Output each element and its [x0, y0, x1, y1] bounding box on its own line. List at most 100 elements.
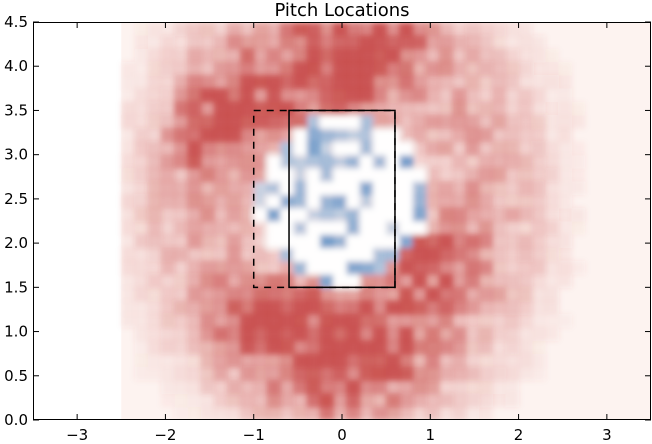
heatmap-cell	[478, 234, 493, 249]
heatmap-cell	[518, 154, 533, 169]
heatmap-cell	[319, 61, 334, 76]
heatmap-cell	[465, 300, 480, 315]
heatmap-cell	[571, 260, 586, 275]
heatmap-cell	[293, 128, 308, 142]
heatmap-cell	[505, 75, 520, 89]
heatmap-cell	[505, 141, 520, 156]
heatmap-cell	[465, 353, 480, 368]
heatmap-cell	[333, 167, 348, 182]
heatmap-cell	[293, 101, 308, 116]
heatmap-cell	[359, 181, 374, 196]
heatmap-cell	[465, 366, 480, 381]
heatmap-cell	[531, 128, 546, 142]
heatmap-cell	[213, 167, 228, 182]
heatmap-cell	[518, 75, 533, 89]
heatmap-cell	[333, 300, 348, 315]
heatmap-cell	[174, 380, 189, 395]
heatmap-cell	[280, 35, 295, 50]
heatmap-cell	[187, 141, 202, 156]
heatmap-cell	[359, 75, 374, 89]
heatmap-cell	[121, 207, 136, 222]
heatmap-cell	[346, 35, 361, 50]
heatmap-cell	[478, 340, 493, 355]
heatmap-cell	[293, 393, 308, 408]
heatmap-cell	[161, 101, 175, 116]
heatmap-cell	[319, 167, 334, 182]
heatmap-cell	[545, 247, 559, 262]
heatmap-cell	[372, 167, 387, 182]
heatmap-cell	[293, 181, 308, 196]
heatmap-cell	[399, 207, 414, 222]
heatmap-cell	[134, 274, 149, 288]
heatmap-cell	[227, 35, 242, 50]
y-tick-label: 3.0	[4, 146, 28, 164]
heatmap-cell	[147, 194, 162, 209]
x-axis: −3 −2 −1 0 1 2 3	[66, 22, 612, 444]
heatmap-cell	[492, 260, 506, 275]
heatmap-cell	[558, 260, 573, 275]
heatmap-cell	[293, 287, 308, 302]
heatmap-cell	[147, 114, 162, 129]
heatmap-cell	[412, 141, 427, 156]
heatmap-cell	[266, 300, 281, 315]
heatmap-cell	[492, 327, 506, 341]
heatmap-cell	[174, 88, 189, 103]
heatmap-cell	[187, 353, 202, 368]
heatmap-cell	[333, 22, 348, 36]
heatmap-cell	[306, 366, 321, 381]
heatmap-cell	[293, 167, 308, 182]
heatmap-cell	[465, 247, 480, 262]
heatmap-cell	[558, 181, 573, 196]
heatmap-cell	[505, 287, 520, 302]
heatmap-cell	[465, 141, 480, 156]
heatmap-cell	[372, 154, 387, 169]
heatmap-cell	[121, 75, 136, 89]
heatmap-cell	[346, 22, 361, 36]
heatmap-cell	[306, 300, 321, 315]
heatmap-cell	[518, 313, 533, 328]
heatmap-cell	[346, 287, 361, 302]
heatmap-cell	[386, 22, 400, 36]
heatmap-cell	[399, 114, 414, 129]
heatmap-cell	[492, 194, 506, 209]
heatmap-cell	[227, 313, 242, 328]
heatmap-cell	[121, 313, 136, 328]
heatmap-cell	[518, 300, 533, 315]
heatmap-cell	[266, 141, 281, 156]
heatmap-cell	[372, 393, 387, 408]
heatmap-cell	[319, 128, 334, 142]
heatmap-cell	[346, 313, 361, 328]
heatmap-cell	[200, 75, 215, 89]
heatmap-cell	[492, 181, 506, 196]
heatmap-cell	[518, 114, 533, 129]
heatmap-cell	[386, 61, 400, 76]
heatmap-cell	[558, 141, 573, 156]
heatmap-cell	[174, 114, 189, 129]
heatmap-cell	[280, 380, 295, 395]
heatmap-cell	[161, 35, 175, 50]
heatmap-cell	[200, 167, 215, 182]
heatmap-cell	[227, 207, 242, 222]
heatmap-cell	[386, 48, 400, 63]
heatmap-cell	[492, 114, 506, 129]
heatmap-cell	[399, 340, 414, 355]
heatmap-cell	[147, 167, 162, 182]
heatmap-cell	[558, 313, 573, 328]
heatmap-cell	[372, 101, 387, 116]
heatmap-cell	[240, 114, 255, 129]
heatmap-cell	[333, 61, 348, 76]
heatmap-cell	[412, 181, 427, 196]
heatmap-cell	[333, 366, 348, 381]
heatmap-cell	[240, 61, 255, 76]
heatmap-cell	[545, 274, 559, 288]
heatmap-cell	[372, 313, 387, 328]
heatmap-cell	[240, 274, 255, 288]
heatmap-cell	[240, 48, 255, 63]
heatmap-cell	[399, 287, 414, 302]
heatmap-cell	[134, 181, 149, 196]
heatmap-cell	[161, 221, 175, 235]
heatmap-cell	[452, 380, 467, 395]
heatmap-cell	[439, 114, 453, 129]
heatmap-cell	[571, 114, 586, 129]
heatmap-cell	[545, 88, 559, 103]
